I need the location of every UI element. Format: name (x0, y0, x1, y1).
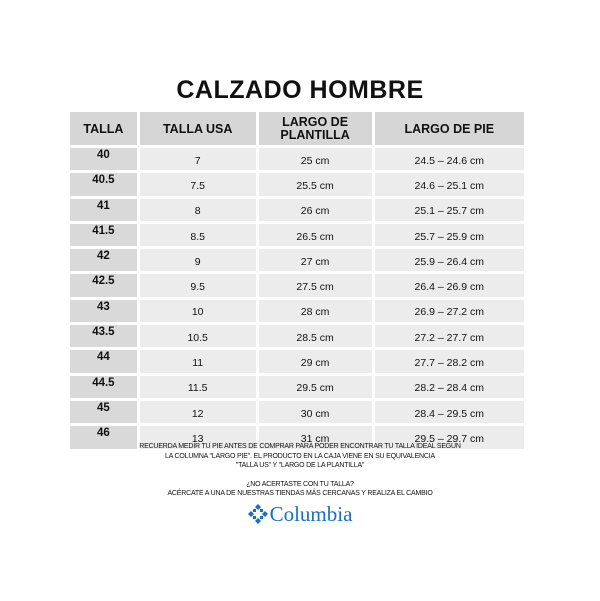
note-action: ACÉRCATE A UNA DE NUESTRAS TIENDAS MÁS C… (167, 490, 433, 497)
table-cell: 7 (139, 148, 256, 171)
table-cell: 11.5 (139, 375, 256, 398)
table-cell: 43 (70, 299, 137, 323)
table-cell: 41 (70, 198, 137, 221)
table-cell: 30 cm (258, 400, 372, 424)
note-question: ¿NO ACERTASTE CON TU TALLA? (246, 480, 354, 488)
table-cell: 29.5 cm (258, 375, 372, 398)
column-header: LARGO DE PIE (374, 112, 524, 145)
column-header: TALLA (70, 112, 137, 145)
table-cell: 28 cm (258, 299, 372, 323)
table-cell: 25.1 – 25.7 cm (374, 198, 524, 221)
columbia-logo: Columbia (0, 502, 600, 527)
table-cell: 43.5 (70, 325, 137, 348)
table-row: 43.5 10.5 28.5 cm 27.2 – 27.7 cm (70, 325, 524, 348)
table-cell: 42.5 (70, 274, 137, 297)
table-cell: 44 (70, 350, 137, 373)
table-cell: 29 cm (258, 350, 372, 373)
size-table: TALLA TALLA USA LARGO DE PLANTILLA LARGO DE… (67, 109, 527, 452)
table-cell: 29.5 – 29.7 cm (374, 426, 524, 449)
table-cell: 9.5 (139, 274, 256, 297)
table-row: 44 11 29 cm 27.7 – 28.2 cm (70, 350, 524, 373)
table-cell: 8.5 (139, 223, 256, 247)
table-cell: 27 cm (258, 249, 372, 272)
table-cell: 26.9 – 27.2 cm (374, 299, 524, 323)
table-cell: 27.2 – 27.7 cm (374, 325, 524, 348)
table-cell: 46 (70, 426, 137, 449)
table-cell: 25.7 – 25.9 cm (374, 223, 524, 247)
table-cell: 9 (139, 249, 256, 272)
note-line: LA COLUMNA "LARGO PIE". EL PRODUCTO EN L… (165, 452, 435, 460)
table-cell: 10 (139, 299, 256, 323)
table-cell: 10.5 (139, 325, 256, 348)
table-cell: 28.5 cm (258, 325, 372, 348)
table-cell: 8 (139, 198, 256, 221)
table-cell: 26 cm (258, 198, 372, 221)
note-line: "TALLA US" Y "LARGO DE LA PLANTILLA" (235, 462, 365, 469)
table-cell: 25.5 cm (258, 173, 372, 196)
table-cell: 41.5 (70, 223, 137, 247)
table-cell: 12 (139, 400, 256, 424)
column-header: TALLA USA (139, 112, 256, 145)
page-title: CALZADO HOMBRE (176, 76, 424, 104)
table-row: 42.5 9.5 27.5 cm 26.4 – 26.9 cm (70, 274, 524, 297)
table-cell: 45 (70, 400, 137, 424)
table-cell: 31 cm (258, 426, 372, 449)
table-row: 44.5 11.5 29.5 cm 28.2 – 28.4 cm (70, 375, 524, 398)
table-cell: 42 (70, 249, 137, 272)
table-cell: 26.4 – 26.9 cm (374, 274, 524, 297)
instructions: RECUERDA MEDIR TU PIE ANTES DE COMPRAR P… (0, 442, 600, 499)
table-cell: 26.5 cm (258, 223, 372, 247)
table-row: 45 12 30 cm 28.4 – 29.5 cm (70, 400, 524, 424)
table-row: 41.5 8.5 26.5 cm 25.7 – 25.9 cm (70, 223, 524, 247)
table-row: 42 9 27 cm 25.9 – 26.4 cm (70, 249, 524, 272)
table-cell: 27.5 cm (258, 274, 372, 297)
table-cell: 40 (70, 148, 137, 171)
table-row: 43 10 28 cm 26.9 – 27.2 cm (70, 299, 524, 323)
table-cell: 40.5 (70, 173, 137, 196)
table-cell: 44.5 (70, 375, 137, 398)
table-row: 40.5 7.5 25.5 cm 24.6 – 25.1 cm (70, 173, 524, 196)
table-row: 46 13 31 cm 29.5 – 29.7 cm (70, 426, 524, 449)
logo-text: Columbia (269, 502, 353, 526)
table-row: 41 8 26 cm 25.1 – 25.7 cm (70, 198, 524, 221)
table-cell: 24.6 – 25.1 cm (374, 173, 524, 196)
table-cell: 28.4 – 29.5 cm (374, 400, 524, 424)
table-cell: 24.5 – 24.6 cm (374, 148, 524, 171)
note-line: RECUERDA MEDIR TU PIE ANTES DE COMPRAR P… (139, 443, 461, 450)
table-cell: 11 (139, 350, 256, 373)
table-cell: 28.2 – 28.4 cm (374, 375, 524, 398)
table-cell: 25 cm (258, 148, 372, 171)
table-row: 40 7 25 cm 24.5 – 24.6 cm (70, 148, 524, 171)
columbia-diamond-icon (247, 504, 268, 524)
table-cell: 27.7 – 28.2 cm (374, 350, 524, 373)
table-header: TALLA TALLA USA LARGO DE PLANTILLA LARGO DE… (70, 112, 524, 145)
table-cell: 13 (139, 426, 256, 449)
column-header: LARGO DE PLANTILLA (258, 112, 372, 145)
table-cell: 25.9 – 26.4 cm (374, 249, 524, 272)
table-cell: 7.5 (139, 173, 256, 196)
